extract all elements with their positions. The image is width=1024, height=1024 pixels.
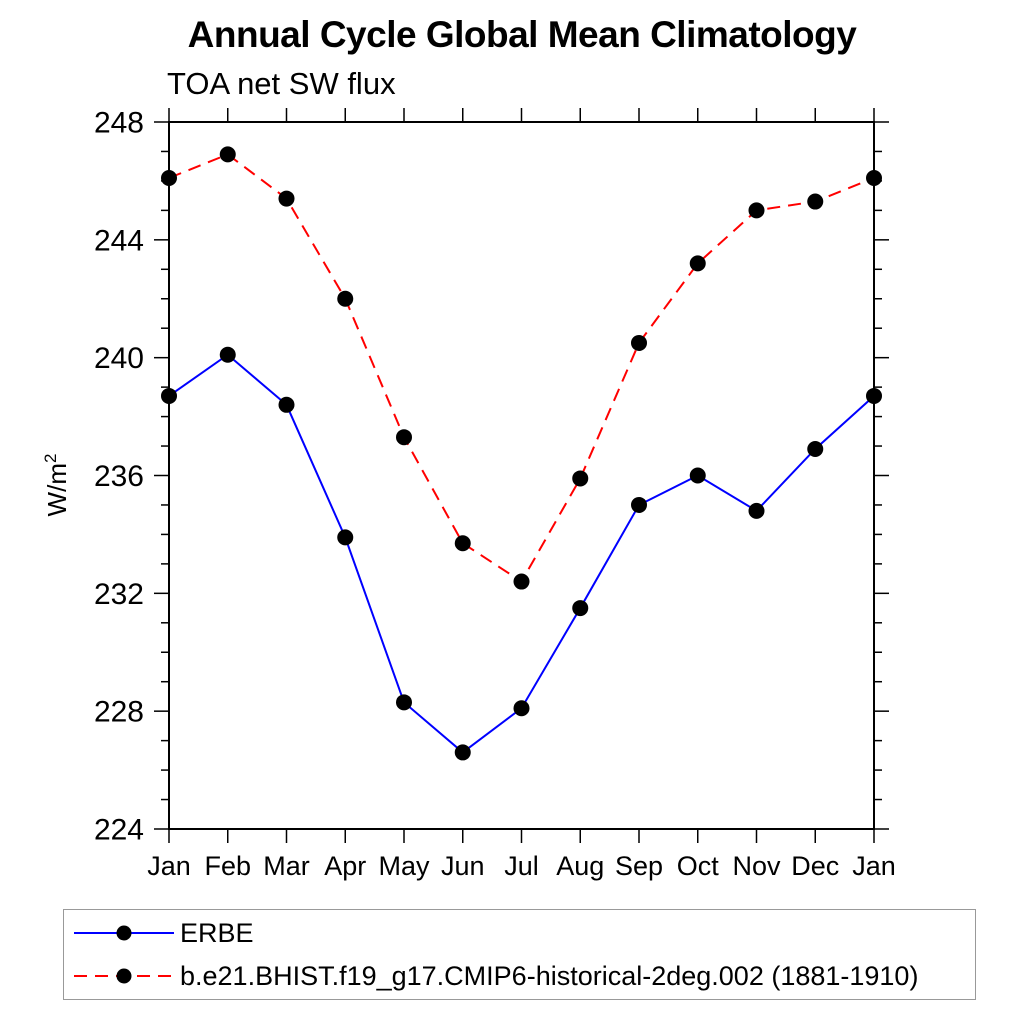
data-point-series-1 [689, 255, 706, 272]
data-point-series-1 [278, 190, 295, 207]
legend-item-erbe: ERBE [72, 913, 975, 953]
legend-line-sample-erbe [74, 925, 174, 941]
legend-sample-marker [116, 968, 132, 984]
y-tick-label: 244 [94, 224, 144, 257]
data-point-series-1 [631, 334, 647, 351]
y-tick-label: 228 [94, 696, 144, 729]
data-point-series-0 [278, 396, 295, 413]
x-tick-label: Jan [147, 851, 191, 881]
legend-sample-marker [116, 925, 132, 941]
legend-item-model: b.e21.BHIST.f19_g17.CMIP6-historical-2de… [72, 956, 975, 996]
data-point-series-1 [866, 169, 882, 186]
data-point-series-0 [219, 346, 236, 363]
y-tick-label: 248 [94, 107, 144, 140]
data-point-series-1 [807, 193, 824, 210]
legend-label: b.e21.BHIST.f19_g17.CMIP6-historical-2de… [180, 960, 919, 991]
data-point-series-1 [748, 202, 765, 219]
data-point-series-1 [454, 535, 471, 552]
data-point-series-0 [454, 744, 471, 761]
x-tick-label: Jan [852, 851, 896, 881]
y-tick-label: 224 [94, 814, 144, 847]
x-tick-label: Mar [263, 851, 310, 881]
data-point-series-0 [337, 529, 354, 546]
data-point-series-1 [337, 290, 354, 307]
data-point-series-1 [513, 573, 530, 590]
data-point-series-0 [631, 496, 647, 513]
legend-box: ERBE b.e21.BHIST.f19_g17.CMIP6-historica… [63, 909, 976, 1000]
x-tick-label: Jun [441, 851, 485, 881]
data-point-series-0 [748, 502, 765, 519]
data-point-series-1 [572, 470, 589, 487]
x-tick-label: Sep [615, 851, 663, 881]
data-point-series-0 [572, 600, 589, 617]
x-tick-label: Nov [732, 851, 781, 881]
x-tick-label: Jul [504, 851, 539, 881]
data-point-series-1 [161, 169, 177, 186]
chart-subtitle: TOA net SW flux [167, 66, 396, 101]
data-point-series-0 [396, 694, 412, 711]
series-line-0 [168, 353, 875, 754]
x-tick-label: Oct [677, 851, 720, 881]
data-point-series-1 [396, 429, 412, 446]
data-point-series-0 [807, 440, 824, 457]
x-tick-label: Aug [556, 851, 604, 881]
plot-frame [168, 121, 875, 830]
y-tick-label: 240 [94, 342, 144, 375]
legend-line-sample-model [74, 968, 174, 984]
data-point-series-0 [689, 467, 706, 484]
y-tick-label: 232 [94, 578, 144, 611]
data-point-series-0 [513, 700, 530, 717]
legend-label: ERBE [180, 917, 254, 948]
x-tick-label: Apr [324, 851, 366, 881]
x-tick-label: May [378, 851, 430, 881]
data-point-series-0 [161, 387, 177, 404]
x-tick-label: Dec [791, 851, 839, 881]
data-point-series-0 [866, 387, 882, 404]
chart-title: Annual Cycle Global Mean Climatology [187, 14, 857, 55]
data-point-series-1 [219, 146, 236, 163]
series-line-1 [168, 153, 875, 583]
x-tick-label: Feb [204, 851, 251, 881]
y-tick-label: 236 [94, 460, 144, 493]
